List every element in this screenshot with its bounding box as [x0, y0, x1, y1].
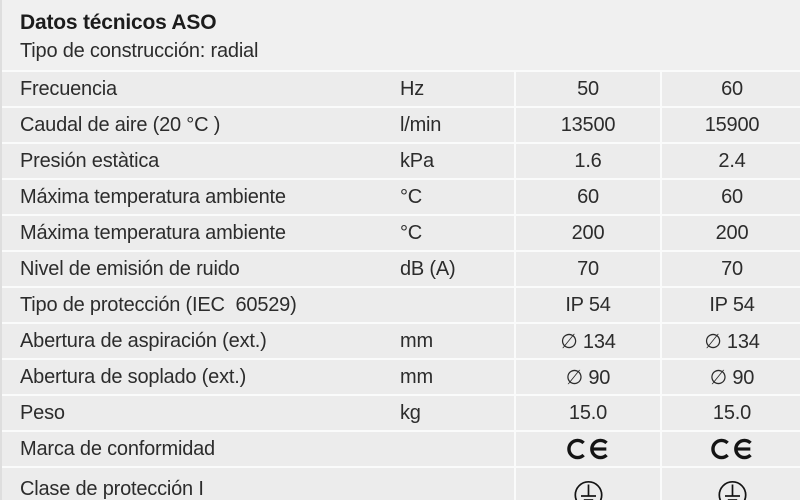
spec-label: Tipo de protección (IEC 60529): [20, 293, 297, 316]
spec-value-50hz: [514, 432, 660, 466]
spec-value-50hz: ∅ 134: [514, 324, 660, 358]
spec-value-60hz: 200: [660, 216, 800, 250]
table-row: Abertura de aspiración (ext.) mm ∅ 134 ∅…: [2, 322, 800, 358]
table-row: Nivel de emisión de ruido dB (A) 70 70: [2, 250, 800, 286]
table-row: Máxima temperatura ambiente °C 200 200: [2, 214, 800, 250]
spec-value-50hz: 50: [514, 72, 660, 106]
spec-value-50hz: 70: [514, 252, 660, 286]
spec-label: Máxima temperatura ambiente: [20, 221, 286, 244]
spec-value-60hz: IP 54: [660, 288, 800, 322]
protective-earth-icon: [717, 480, 747, 500]
spec-label: Peso: [20, 401, 65, 424]
spec-label: Clase de protección I: [20, 477, 204, 500]
spec-value-50hz: 15.0: [514, 396, 660, 430]
spec-value-50hz: IP 54: [514, 288, 660, 322]
spec-unit: l/min: [400, 113, 442, 136]
ce-mark-icon: [711, 438, 753, 460]
spec-label: Presión estàtica: [20, 149, 160, 172]
spec-unit: °C: [400, 185, 423, 208]
spec-label: Frecuencia: [20, 77, 117, 100]
spec-unit: °C: [400, 221, 423, 244]
spec-label: Marca de conformidad: [20, 437, 215, 460]
spec-label: Nivel de emisión de ruido: [20, 257, 240, 280]
protective-earth-icon: [573, 480, 603, 500]
table-row: Peso kg 15.0 15.0: [2, 394, 800, 430]
spec-label: Máxima temperatura ambiente: [20, 185, 286, 208]
table-row: Máxima temperatura ambiente °C 60 60: [2, 178, 800, 214]
table-row: Caudal de aire (20 °C ) l/min 13500 1590…: [2, 106, 800, 142]
spec-label: Abertura de aspiración (ext.): [20, 329, 267, 352]
spec-value-50hz: 13500: [514, 108, 660, 142]
spec-unit: Hz: [400, 77, 425, 100]
spec-value-60hz: 15900: [660, 108, 800, 142]
spec-value-50hz: [514, 468, 660, 500]
spec-value-50hz: ∅ 90: [514, 360, 660, 394]
spec-value-50hz: 1.6: [514, 144, 660, 178]
table-row: Frecuencia Hz 50 60: [2, 70, 800, 106]
table-row: Presión estàtica kPa 1.6 2.4: [2, 142, 800, 178]
ce-mark-icon: [567, 438, 609, 460]
table-row: Tipo de protección (IEC 60529) IP 54 IP …: [2, 286, 800, 322]
spec-value-50hz: 60: [514, 180, 660, 214]
spec-label: Abertura de soplado (ext.): [20, 365, 247, 388]
spec-value-60hz: [660, 468, 800, 500]
technical-data-table: Frecuencia Hz 50 60 Caudal de aire (20 °…: [2, 70, 800, 500]
datasheet-header: Datos técnicos ASO Tipo de construcción:…: [2, 0, 800, 70]
spec-unit: mm: [400, 329, 433, 352]
table-row: Clase de protección I: [2, 466, 800, 500]
spec-unit: kPa: [400, 149, 434, 172]
spec-value-60hz: [660, 432, 800, 466]
spec-label: Caudal de aire (20 °C ): [20, 113, 221, 136]
spec-value-60hz: 70: [660, 252, 800, 286]
spec-value-60hz: 60: [660, 180, 800, 214]
spec-value-60hz: 60: [660, 72, 800, 106]
spec-value-60hz: ∅ 134: [660, 324, 800, 358]
page-title: Datos técnicos ASO: [20, 11, 217, 34]
table-row: Abertura de soplado (ext.) mm ∅ 90 ∅ 90: [2, 358, 800, 394]
spec-unit: mm: [400, 365, 433, 388]
spec-value-60hz: 15.0: [660, 396, 800, 430]
spec-unit: dB (A): [400, 257, 456, 280]
spec-unit: kg: [400, 401, 421, 424]
spec-value-60hz: ∅ 90: [660, 360, 800, 394]
spec-value-60hz: 2.4: [660, 144, 800, 178]
table-row: Marca de conformidad: [2, 430, 800, 466]
construction-type-subtitle: Tipo de construcción: radial: [20, 40, 259, 62]
spec-value-50hz: 200: [514, 216, 660, 250]
